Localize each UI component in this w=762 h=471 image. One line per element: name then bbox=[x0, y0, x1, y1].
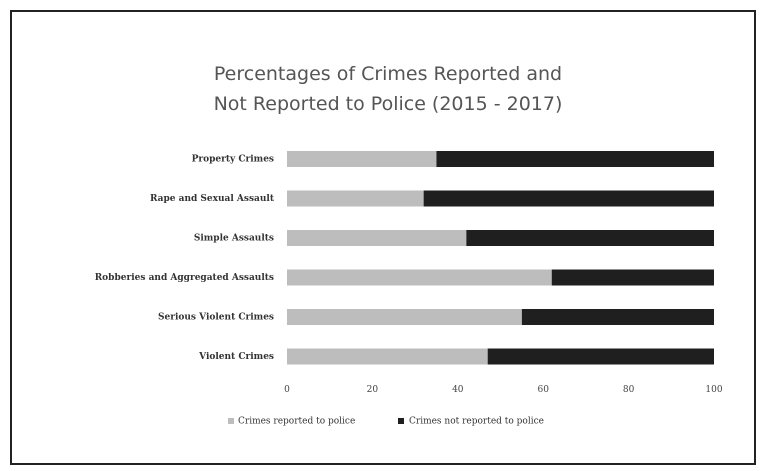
x-tick-label: 60 bbox=[537, 385, 549, 395]
x-tick-group: 0 20 40 60 80 100 bbox=[284, 385, 723, 395]
bar-reported-4 bbox=[287, 309, 522, 325]
x-tick-label: 40 bbox=[452, 385, 464, 395]
x-tick-label: 20 bbox=[367, 385, 379, 395]
bar-not-reported-0 bbox=[436, 151, 714, 167]
x-tick-label: 80 bbox=[623, 385, 635, 395]
category-label: Property Crimes bbox=[192, 155, 274, 165]
category-label-group: Property Crimes Rape and Sexual Assault Si… bbox=[95, 155, 275, 363]
bar-reported-1 bbox=[287, 190, 424, 207]
legend-swatch-not-reported bbox=[398, 418, 404, 424]
legend-label-not-reported: Crimes not reported to police bbox=[409, 417, 544, 427]
chart-title-line-1: Percentages of Crimes Reported and bbox=[214, 63, 562, 85]
bar-group bbox=[287, 151, 714, 365]
legend-label-reported: Crimes reported to police bbox=[238, 417, 355, 427]
bar-not-reported-5 bbox=[487, 348, 714, 365]
category-label: Serious Violent Crimes bbox=[158, 313, 274, 323]
bar-reported-0 bbox=[287, 151, 437, 167]
category-label: Violent Crimes bbox=[198, 352, 274, 362]
legend-swatch-reported bbox=[228, 418, 234, 424]
x-tick-label: 0 bbox=[284, 385, 290, 395]
bar-reported-5 bbox=[287, 348, 488, 365]
x-tick-label: 100 bbox=[705, 385, 722, 395]
bar-not-reported-2 bbox=[466, 230, 714, 246]
category-label: Rape and Sexual Assault bbox=[150, 194, 275, 204]
legend: Crimes reported to police Crimes not repo… bbox=[228, 417, 544, 427]
chart-title-line-2: Not Reported to Police (2015 - 2017) bbox=[214, 93, 563, 115]
category-label: Simple Assaults bbox=[194, 234, 274, 244]
bar-reported-3 bbox=[287, 269, 552, 286]
bar-not-reported-4 bbox=[521, 309, 714, 325]
bar-not-reported-3 bbox=[551, 269, 714, 286]
bar-reported-2 bbox=[287, 230, 467, 246]
category-label: Robberies and Aggregated Assaults bbox=[95, 273, 274, 283]
bar-not-reported-1 bbox=[423, 190, 714, 207]
